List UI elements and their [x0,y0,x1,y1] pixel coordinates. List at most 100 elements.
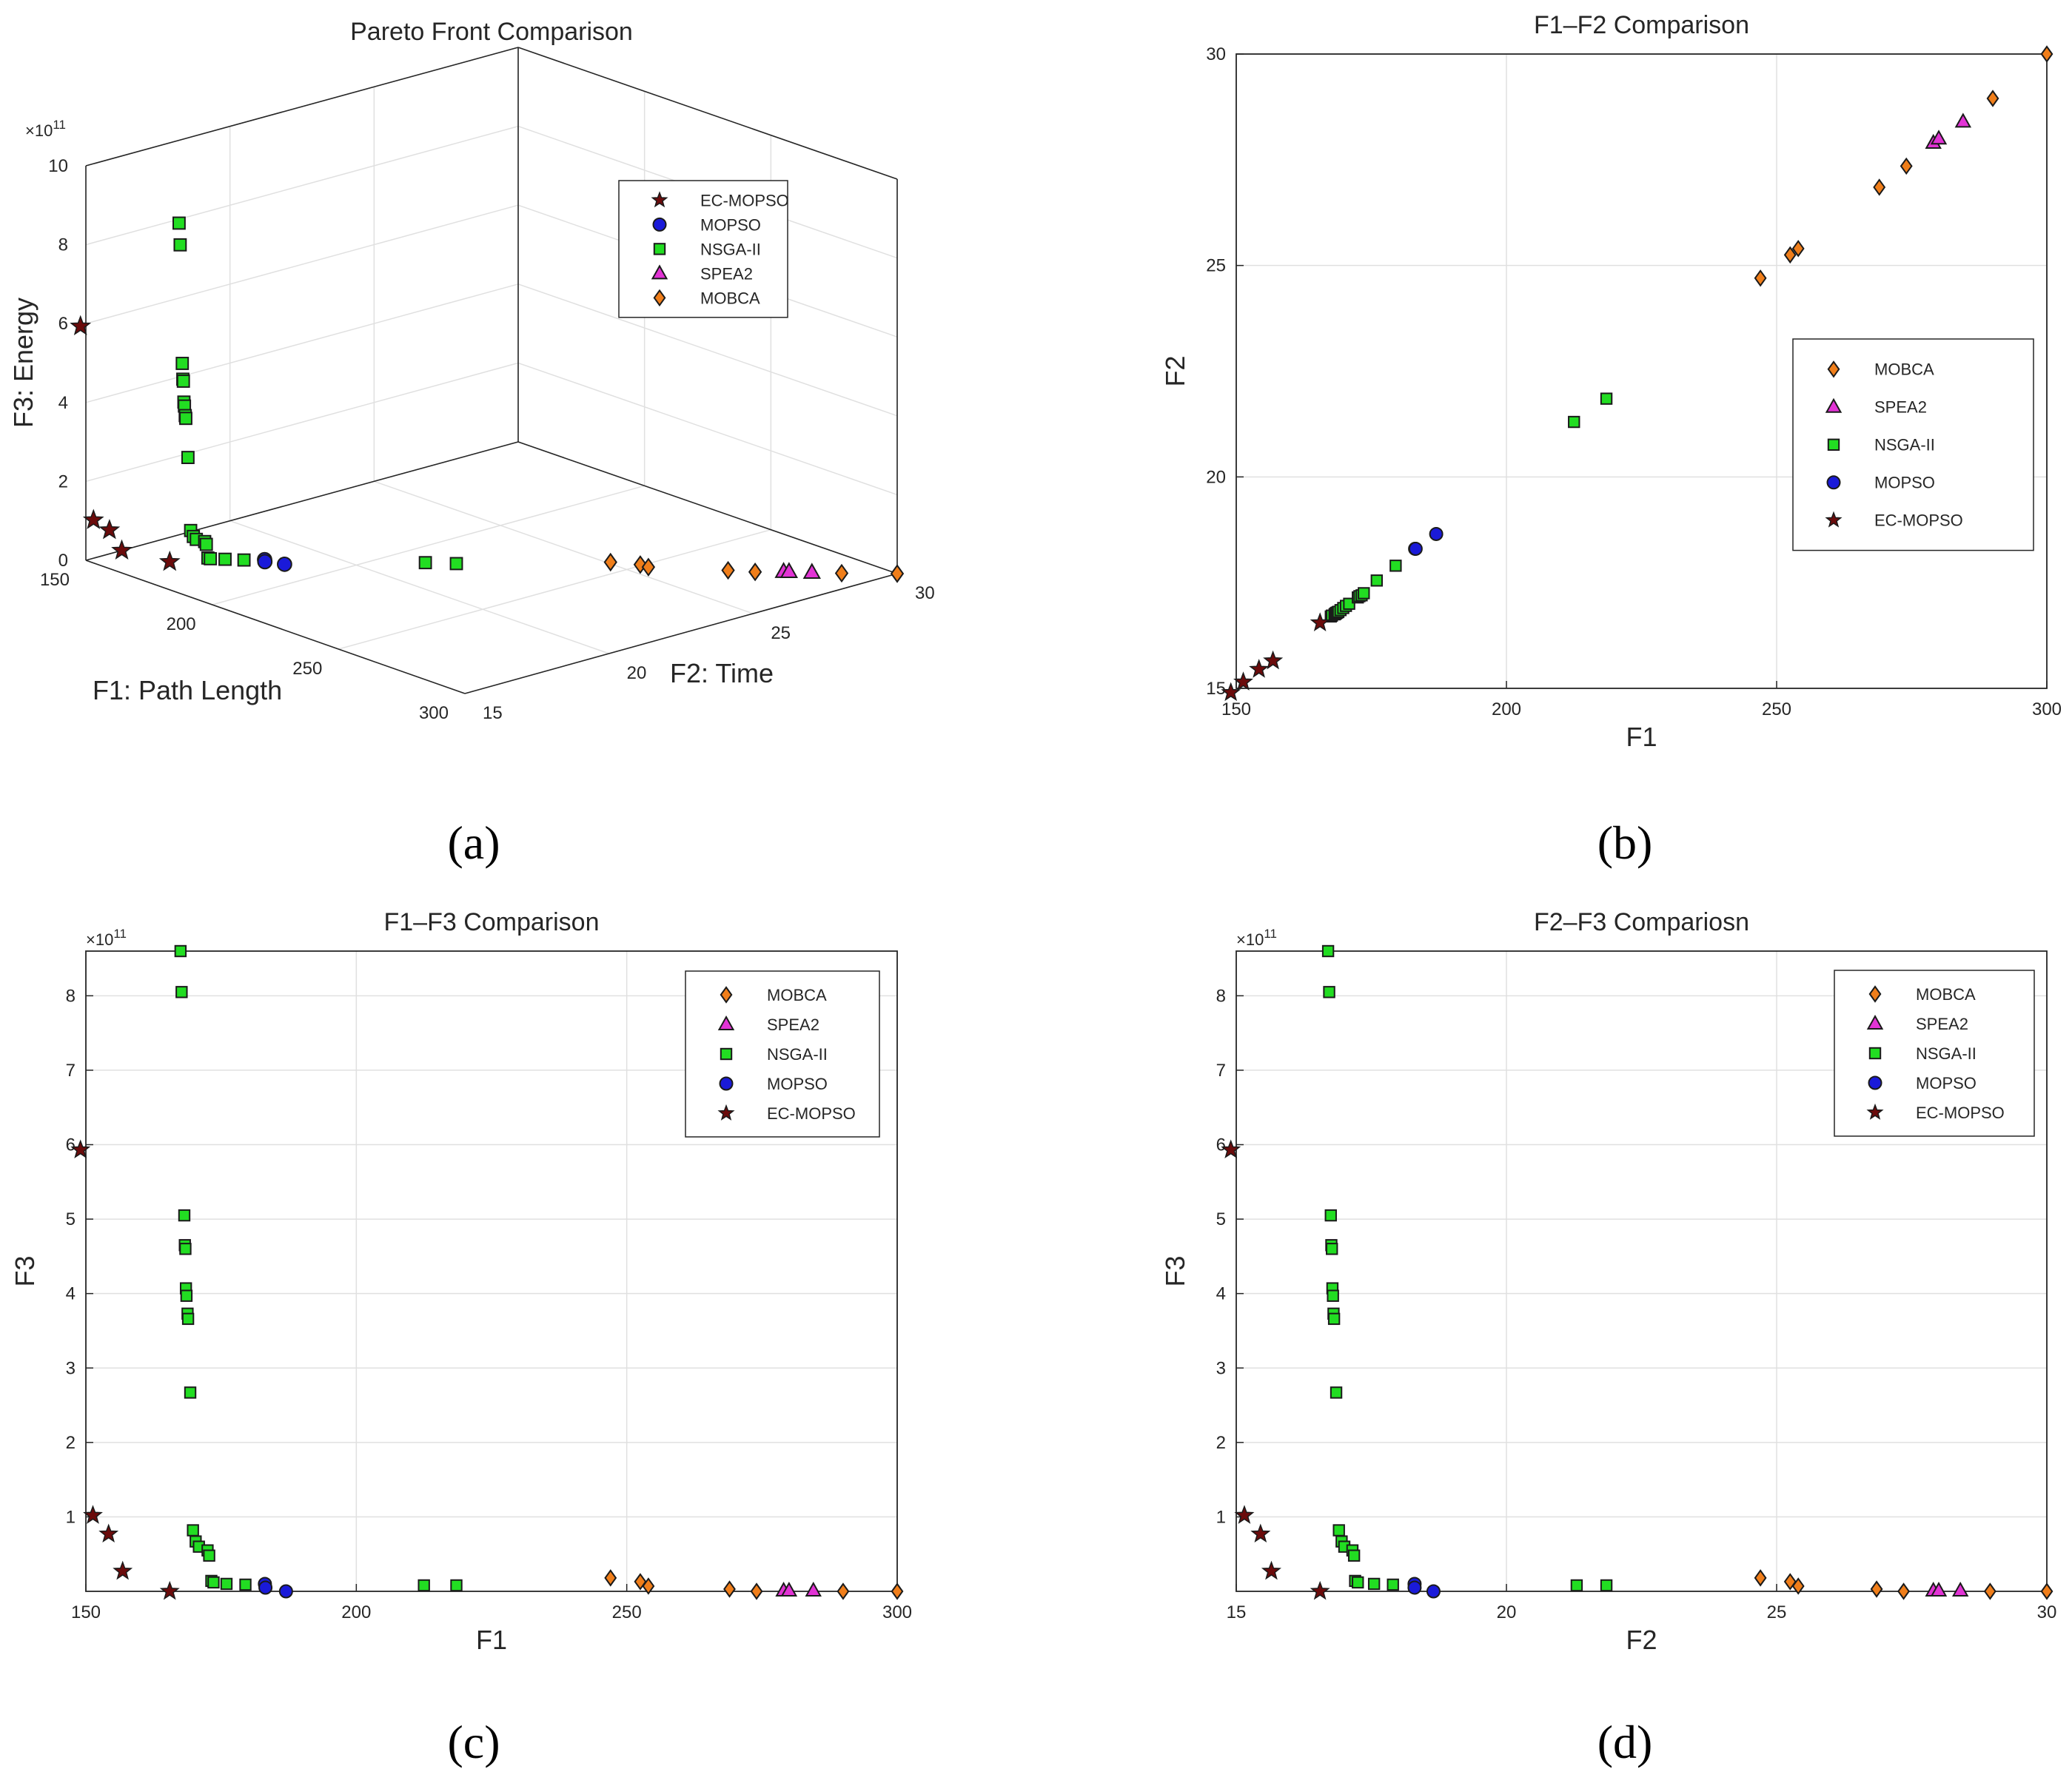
legend-a: EC-MOPSO MOPSO NSGA-II SPEA2 MOBCA [618,180,789,318]
point-ec-mopso [82,508,104,529]
point-mobca [642,1577,655,1595]
legend-marker-nsga-ii [1868,1047,1882,1060]
point-nsga-ii [1330,1386,1343,1399]
point-mopso [278,1584,293,1599]
legend-label: MOBCA [767,986,827,1004]
legend-marker-spea2 [1825,397,1843,413]
y-axis-line [464,573,898,694]
legend-marker-spea2 [717,1015,735,1030]
y-tick-label: 20 [1206,467,1226,487]
x-tick-label: 200 [167,614,196,634]
y-tick-label: 2 [1216,1433,1226,1453]
point-ec-mopso [1310,1580,1330,1600]
point-nsga-ii [1352,1576,1364,1589]
legend-marker-ec-mopso [1825,511,1843,528]
y-tick-label: 6 [66,1135,76,1155]
y-tick-label: 4 [66,1284,76,1304]
legend-label: MOPSO [767,1075,828,1093]
point-ec-mopso [1310,612,1330,631]
y-tick-label: 3 [66,1358,76,1378]
legend-label: EC-MOPSO [1874,511,1963,530]
x-axis-label: F1 [476,1625,507,1655]
axes-box [85,950,898,1592]
point-nsga-ii [180,1289,193,1302]
point-ec-mopso [98,1523,119,1543]
point-mobca [723,1580,736,1598]
legend-label: SPEA2 [1874,398,1927,417]
point-mobca [604,1569,617,1587]
legend-marker-mopso [1868,1075,1882,1090]
chart-title: Pareto Front Comparison [350,18,633,46]
point-nsga-ii [220,1577,233,1591]
point-mopso [1408,541,1423,556]
point-mobca [1870,1580,1883,1598]
x-tick-label: 25 [1767,1602,1787,1622]
point-mopso [277,556,292,572]
legend-label: MOBCA [1916,985,1976,1004]
point-ec-mopso [1261,1560,1281,1580]
y-tick-label: 2 [66,1433,76,1453]
point-ec-mopso [83,1505,103,1524]
wall-gridline [517,362,898,496]
legend-marker-ec-mopso [717,1104,735,1121]
point-ec-mopso [1234,1505,1255,1524]
legend-label: MOBCA [1874,360,1934,379]
point-ec-mopso [1250,1523,1271,1543]
point-nsga-ii [204,551,218,565]
point-mopso [1407,1580,1422,1595]
point-ec-mopso [159,1580,180,1600]
y-axis-label: F2 [1160,355,1190,386]
point-ec-mopso [98,519,121,540]
wall-gridline [85,283,519,403]
point-spea2 [779,562,799,578]
point-spea2 [802,563,821,580]
point-mobca [1873,178,1886,196]
wall-gridline [85,204,519,324]
floor-gridline [374,480,754,614]
point-mobca [2040,1582,2053,1600]
y-tick-label: 8 [66,986,76,1006]
x-axis-line [85,560,466,694]
point-nsga-ii [1321,944,1335,958]
legend-marker-spea2 [1866,1014,1884,1030]
legend-box [1834,970,2035,1137]
x-tick-label: 250 [612,1602,642,1622]
legend-marker-mobca [1827,360,1840,378]
y-tick-label: 7 [66,1061,76,1081]
wall-gridline [85,125,519,246]
x-tick-label: 300 [2032,699,2062,719]
point-mopso [258,1580,273,1595]
y-tick-label: 30 [1206,44,1226,64]
point-nsga-ii [174,944,187,958]
x-tick-label: 200 [1492,699,1521,719]
point-ec-mopso [111,539,133,560]
point-ec-mopso [158,550,181,571]
y-axis-label: F3 [1160,1255,1190,1286]
point-mobca [891,1582,904,1600]
point-nsga-ii [176,375,190,388]
legend-marker-ec-mopso [651,191,668,208]
point-nsga-ii [1326,1243,1338,1255]
point-nsga-ii [418,1579,430,1592]
x-tick-label: 30 [2037,1602,2057,1622]
point-ec-mopso [1221,682,1241,702]
point-nsga-ii [175,986,188,998]
point-nsga-ii [237,553,251,567]
point-ec-mopso [1249,659,1270,678]
legend-box [685,970,880,1138]
point-mobca [1754,1569,1767,1587]
legend-label: MOPSO [1874,474,1935,492]
x-tick-label: 20 [1497,1602,1517,1622]
panel-label-d: (d) [1597,1716,1653,1768]
panel-label-c: (c) [447,1716,500,1768]
point-mobca [834,563,849,583]
point-nsga-ii [449,557,463,571]
y-tick-label: 1 [66,1507,76,1527]
legend-label: NSGA-II [700,240,761,258]
point-nsga-ii [179,412,192,426]
legend-label: SPEA2 [1916,1015,1968,1033]
point-nsga-ii [1327,1312,1341,1326]
axes-box [1236,53,2048,689]
point-mobca [721,560,735,580]
